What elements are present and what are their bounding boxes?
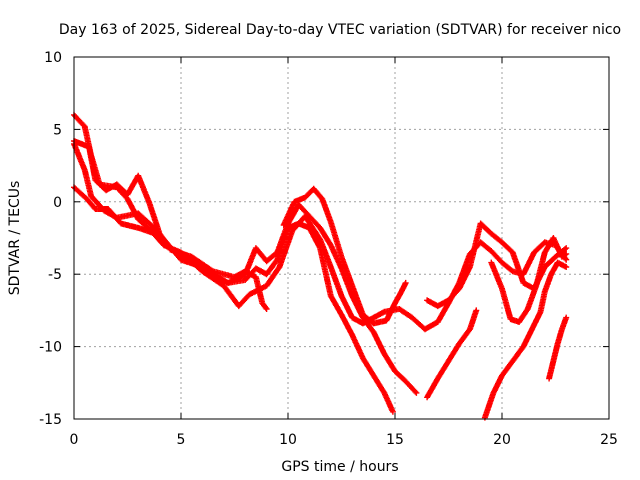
data-series-track-e (280, 185, 409, 327)
plot-frame (73, 56, 610, 420)
marker-trail (488, 235, 570, 325)
y-tick-label: 10 (44, 50, 62, 66)
marker-trail (71, 140, 420, 396)
x-axis-ticks: 0 5 10 15 20 25 (70, 57, 618, 448)
y-tick-label: 5 (53, 122, 62, 138)
x-tick-label: 15 (386, 432, 404, 448)
data-markers (71, 111, 570, 421)
y-tick-label: 0 (53, 195, 62, 211)
x-tick-label: 20 (493, 432, 511, 448)
data-series-track-g (424, 220, 570, 310)
y-tick-label: -10 (39, 340, 62, 356)
x-tick-label: 5 (177, 432, 186, 448)
marker-trail (424, 220, 570, 310)
data-series-track-b (71, 138, 270, 312)
x-tick-label: 25 (600, 432, 618, 448)
marker-trail (280, 185, 409, 327)
data-series-track-i (488, 235, 570, 325)
marker-trail (424, 307, 480, 401)
x-axis-label: GPS time / hours (281, 459, 398, 475)
data-series-track-c (71, 140, 420, 396)
data-series-track-h (481, 259, 570, 421)
marker-trail (546, 314, 570, 382)
marker-trail (71, 138, 270, 312)
x-tick-label: 0 (70, 432, 79, 448)
marker-trail (481, 259, 570, 421)
data-series-track-j (546, 314, 570, 382)
data-series-track-f (424, 307, 480, 401)
y-axis-label: SDTVAR / TECUs (7, 181, 23, 296)
chart-title: Day 163 of 2025, Sidereal Day-to-day VTE… (59, 22, 621, 38)
y-axis-ticks: -15 -10 -5 0 5 10 (39, 50, 609, 428)
y-tick-label: -5 (48, 267, 62, 283)
x-tick-label: 10 (279, 432, 297, 448)
y-tick-label: -15 (39, 412, 62, 428)
